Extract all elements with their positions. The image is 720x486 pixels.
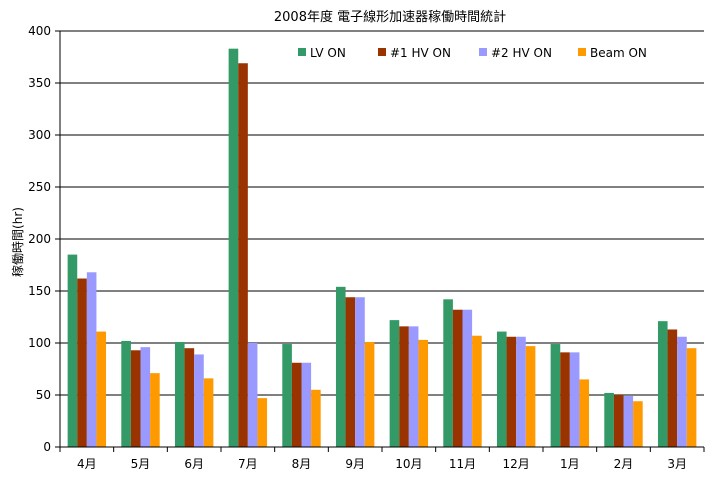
bar [194, 354, 204, 447]
x-tick-label: 12月 [503, 457, 530, 471]
bar [364, 341, 375, 447]
bar [443, 299, 453, 447]
bar [579, 379, 590, 447]
x-tick-label: 10月 [395, 457, 422, 471]
x-tick-label: 4月 [77, 457, 97, 471]
bar [550, 344, 561, 447]
bar [335, 286, 346, 447]
bar [86, 272, 97, 447]
x-tick-label: 3月 [667, 457, 687, 471]
bar [408, 326, 419, 447]
legend-label: #2 HV ON [491, 46, 552, 60]
bar [228, 48, 239, 448]
bar [311, 389, 321, 447]
x-tick-label: 7月 [238, 457, 258, 471]
bar [623, 396, 634, 447]
bar [184, 348, 195, 447]
y-tick-label: 150 [28, 284, 51, 298]
x-tick-label: 6月 [184, 457, 204, 471]
y-tick-label: 200 [28, 232, 51, 246]
bar [399, 326, 409, 447]
legend-swatch [479, 48, 487, 56]
bar [203, 378, 214, 447]
bar [462, 309, 473, 447]
bar [677, 336, 687, 447]
bar [657, 321, 668, 447]
chart-title: 2008年度 電子線形加速器稼働時間統計 [274, 9, 506, 25]
x-tick-label: 8月 [292, 457, 312, 471]
bars [67, 48, 697, 448]
x-tick-label: 5月 [131, 457, 151, 471]
bar [238, 63, 248, 448]
y-tick-label: 0 [43, 440, 51, 454]
legend-swatch [578, 48, 586, 56]
bar [67, 254, 78, 447]
tick-labels: 0 50 100 150 200 250 300 350 400 4月 5月 6月 7月 8月 9月 10月 1… [28, 24, 687, 471]
y-tick-label: 300 [28, 128, 51, 142]
bar [472, 335, 482, 447]
bar [345, 297, 356, 447]
bar [121, 340, 131, 447]
bar [174, 341, 185, 447]
legend-label: LV ON [310, 46, 346, 60]
gridlines [60, 30, 704, 396]
y-tick-label: 100 [28, 336, 51, 350]
bar [257, 398, 268, 447]
bar [291, 362, 302, 447]
bar [282, 344, 292, 447]
legend-label: #1 HV ON [390, 46, 451, 60]
x-tick-label: 11月 [449, 457, 476, 471]
bar [569, 352, 580, 447]
y-tick-label: 250 [28, 180, 51, 194]
bar [604, 392, 614, 447]
bar [355, 297, 365, 447]
bar [140, 347, 151, 447]
bar [96, 331, 107, 447]
legend-swatch [378, 48, 386, 56]
bar [667, 329, 678, 447]
bar [516, 336, 526, 447]
x-tick-label: 9月 [345, 457, 365, 471]
x-tick-label: 1月 [560, 457, 580, 471]
axes [55, 30, 705, 452]
x-tick-label: 2月 [614, 457, 634, 471]
bar [150, 373, 160, 447]
bar [301, 362, 312, 447]
bar [418, 339, 429, 447]
legend: LV ON #1 HV ON #2 HV ON Beam ON [298, 46, 647, 60]
bar [686, 348, 697, 447]
bar [77, 278, 87, 447]
bar [525, 346, 536, 447]
y-tick-label: 50 [36, 388, 51, 402]
legend-swatch [298, 48, 306, 56]
bar [247, 343, 258, 447]
bar [633, 401, 643, 447]
bar [496, 331, 507, 447]
bar [130, 350, 141, 447]
y-axis-label: 稼働時間(hr) [10, 207, 25, 277]
bar [452, 309, 463, 447]
bar [613, 395, 624, 447]
y-tick-label: 400 [28, 24, 51, 38]
bar [506, 336, 517, 447]
y-tick-label: 350 [28, 76, 51, 90]
bar [560, 352, 570, 447]
bar [389, 320, 400, 447]
legend-label: Beam ON [590, 46, 647, 60]
